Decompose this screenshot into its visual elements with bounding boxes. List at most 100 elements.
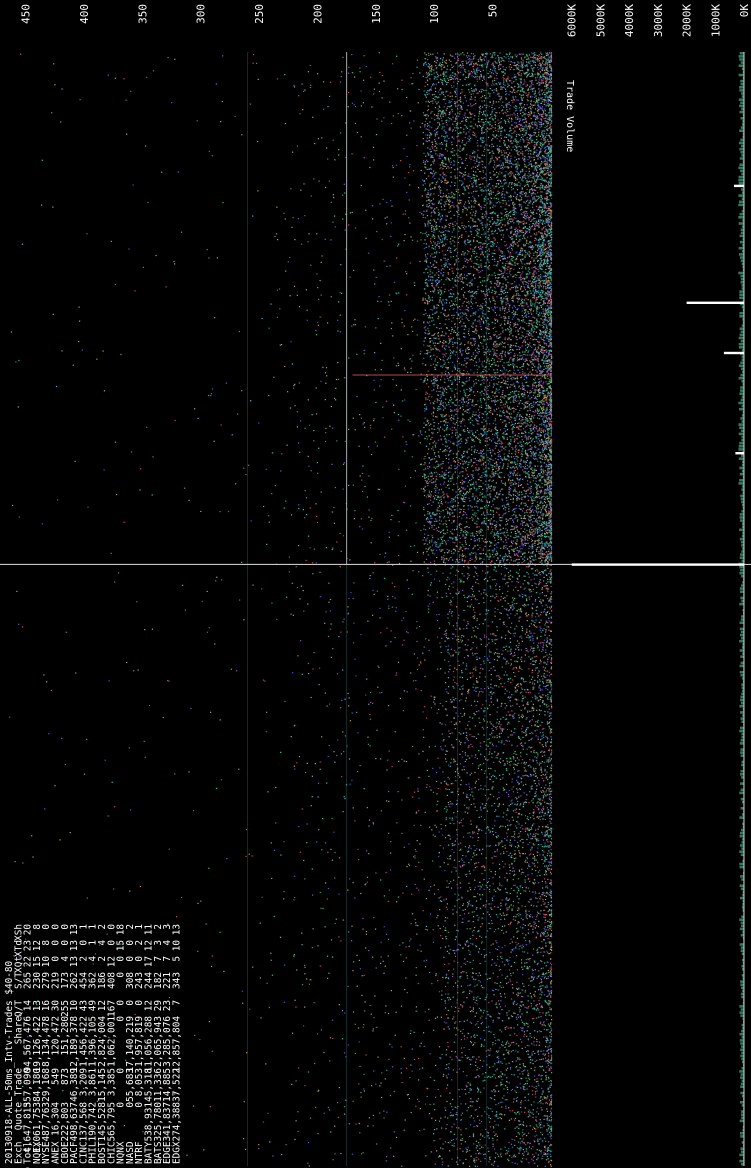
scatter-dot <box>509 255 511 257</box>
scatter-dot <box>459 107 461 109</box>
scatter-dot <box>462 531 465 533</box>
scatter-dot <box>550 284 552 286</box>
scatter-dot <box>533 185 536 187</box>
scatter-dot <box>424 124 426 126</box>
scatter-dot <box>543 263 545 265</box>
scatter-dot <box>461 325 463 327</box>
scatter-dot <box>443 283 445 285</box>
scatter-dot <box>504 351 506 353</box>
scatter-dot <box>508 58 510 60</box>
scatter-dot <box>442 238 444 240</box>
scatter-dot <box>510 413 513 415</box>
scatter-dot <box>482 251 484 253</box>
scatter-dot <box>536 277 539 279</box>
scatter-dot <box>507 222 509 224</box>
scatter-dot <box>519 86 521 88</box>
scatter-dot <box>459 166 461 168</box>
scatter-dot <box>443 162 445 164</box>
scatter-dot <box>545 179 547 181</box>
scatter-dot <box>456 177 458 179</box>
scatter-dot <box>446 548 448 550</box>
scatter-dot <box>501 255 503 258</box>
scatter-dot <box>477 509 479 512</box>
scatter-dot <box>495 89 497 91</box>
scatter-dot <box>511 255 513 257</box>
scatter-dot <box>508 103 510 105</box>
scatter-dot <box>509 562 511 564</box>
scatter-dot <box>447 512 449 514</box>
scatter-dot <box>442 344 444 346</box>
scatter-dot <box>527 406 529 408</box>
scatter-dot <box>542 56 544 58</box>
scatter-dot <box>500 222 502 224</box>
scatter-dot <box>549 287 551 289</box>
scatter-dot <box>425 364 427 366</box>
scatter-dot <box>493 243 495 245</box>
scatter-dot <box>516 549 518 552</box>
scatter-dot <box>434 140 436 142</box>
scatter-dot <box>550 241 552 244</box>
scatter-dot <box>509 443 511 445</box>
scatter-dot <box>528 133 530 135</box>
scatter-dot <box>541 123 543 126</box>
scatter-dot <box>434 345 436 347</box>
scatter-dot <box>487 267 489 269</box>
scatter-dot <box>457 276 459 279</box>
scatter-dot <box>535 356 537 358</box>
scatter-dot <box>527 311 529 313</box>
scatter-dot <box>447 258 449 260</box>
scatter-dot <box>531 544 533 546</box>
scatter-dot <box>468 320 470 322</box>
scatter-dot <box>551 100 553 103</box>
scatter-dot <box>534 388 536 390</box>
scatter-dot <box>508 200 510 202</box>
scatter-dot <box>430 549 432 551</box>
scatter-dot <box>535 151 537 153</box>
scatter-dot <box>550 524 552 526</box>
scatter-dot <box>533 471 535 473</box>
scatter-dot <box>494 117 496 119</box>
scatter-dot <box>548 435 550 437</box>
scatter-dot <box>547 255 549 257</box>
scatter-dot <box>515 483 517 485</box>
scatter-dot <box>510 232 512 234</box>
scatter-dot <box>449 111 451 113</box>
scatter-dot <box>459 558 461 561</box>
scatter-dot <box>445 477 447 479</box>
scatter-dot <box>458 277 460 279</box>
scatter-dot <box>547 283 549 285</box>
scatter-dot <box>514 315 516 317</box>
scatter-dot <box>507 78 509 80</box>
scatter-dot <box>533 62 535 64</box>
scatter-dot <box>522 94 525 96</box>
scatter-dot <box>436 180 438 182</box>
scatter-dot <box>484 166 486 168</box>
scatter-dot <box>473 535 475 537</box>
scatter-dot <box>437 242 439 244</box>
scatter-dot <box>439 523 441 525</box>
scatter-dot <box>424 166 426 168</box>
scatter-dot <box>494 290 496 292</box>
scatter-dot <box>531 56 533 58</box>
scatter-dot <box>424 407 426 410</box>
scatter-dot <box>500 516 502 519</box>
scatter-dot <box>443 257 445 259</box>
scatter-dot <box>524 195 526 197</box>
scatter-dot <box>547 510 549 512</box>
scatter-dot <box>456 122 458 125</box>
scatter-dot <box>448 230 450 233</box>
scatter-dot <box>490 191 492 193</box>
scatter-dot <box>423 381 425 383</box>
scatter-dot <box>440 117 442 119</box>
scatter-dot <box>525 200 528 202</box>
scatter-dot <box>550 315 552 317</box>
scatter-dot <box>497 192 499 194</box>
scatter-dot <box>548 349 550 351</box>
scatter-dot <box>540 259 542 261</box>
scatter-dot <box>532 525 534 527</box>
scatter-dot <box>521 168 524 170</box>
scatter-dot <box>522 223 524 225</box>
scatter-dot <box>531 406 533 408</box>
scatter-dot <box>550 341 552 343</box>
scatter-dot <box>515 118 517 120</box>
